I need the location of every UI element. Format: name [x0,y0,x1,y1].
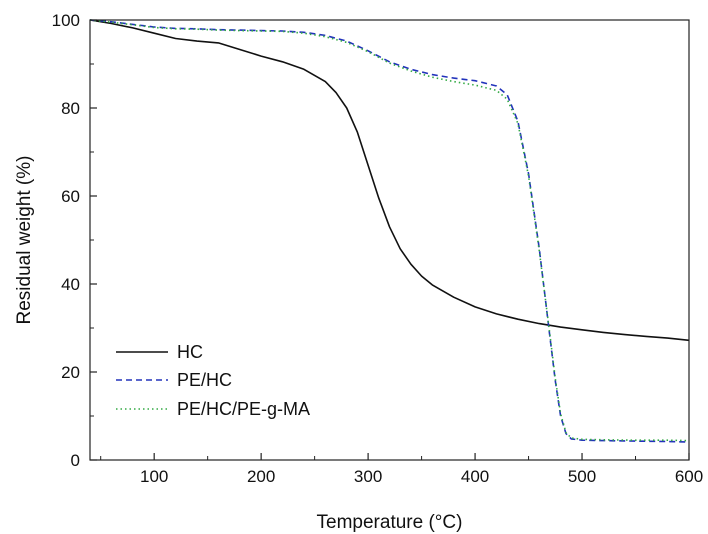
y-tick-label: 0 [71,451,80,470]
x-tick-label: 500 [568,467,596,486]
legend: HC PE/HC PE/HC/PE-g-MA [116,342,310,419]
x-tick-label: 300 [354,467,382,486]
legend-label-pe-hc-pe-g-ma: PE/HC/PE-g-MA [177,399,310,419]
legend-label-hc: HC [177,342,203,362]
x-axis-title: Temperature (°C) [317,512,463,533]
y-tick-label: 100 [52,11,80,30]
plot-frame [89,19,690,461]
x-tick-label: 600 [675,467,703,486]
series-layer [89,19,690,443]
y-tick-label: 20 [61,363,80,382]
legend-label-pe-hc: PE/HC [177,370,232,390]
ticks-layer: 100 200 300 400 500 600 0 20 40 60 80 100 [52,11,704,486]
x-tick-label: 100 [140,467,168,486]
series-line-2 [89,19,690,442]
x-tick-label: 200 [247,467,275,486]
series-line-0 [89,19,690,342]
y-axis-title: Residual weight (%) [14,156,35,325]
x-tick-label: 400 [461,467,489,486]
y-tick-label: 60 [61,187,80,206]
y-tick-label: 40 [61,275,80,294]
y-tick-label: 80 [61,99,80,118]
plot-area: 100 200 300 400 500 600 0 20 40 60 80 100 [52,11,704,486]
series-line-1 [89,19,690,443]
